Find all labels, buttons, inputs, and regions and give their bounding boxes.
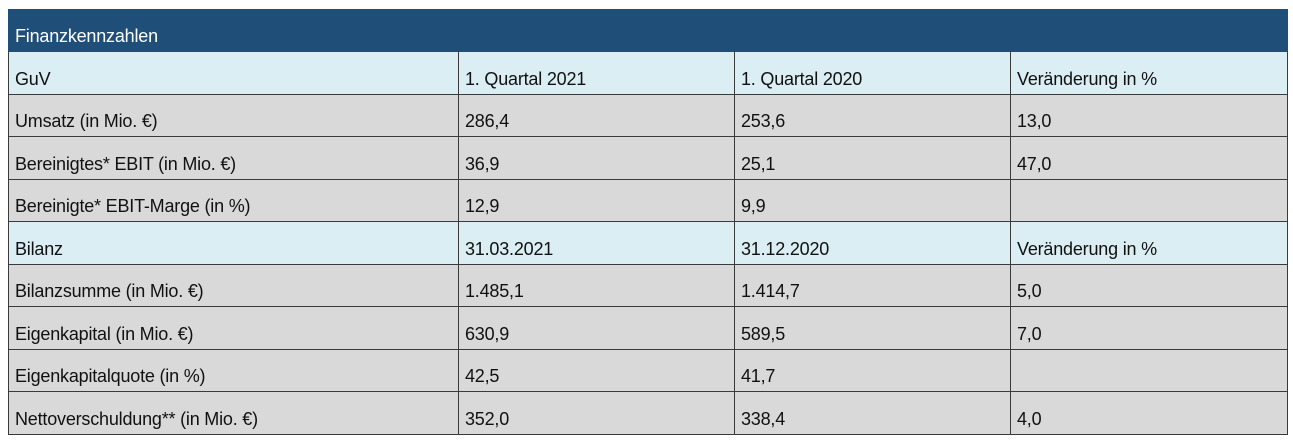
header-cell: 31.12.2020 [734,221,1011,265]
value-cell: 41,7 [734,348,1011,392]
value-cell: 338,4 [734,391,1011,435]
row-label: Nettoverschuldung** (in Mio. €) [8,391,459,435]
value-cell: 13,0 [1009,93,1289,137]
row-label: Eigenkapitalquote (in %) [8,348,459,392]
value-cell: 589,5 [734,306,1011,350]
data-row: Umsatz (in Mio. €) 286,4 253,6 13,0 [8,93,1289,137]
header-cell: Bilanz [8,221,459,265]
value-cell: 36,9 [458,136,735,180]
header-cell: Veränderung in % [1009,221,1289,265]
value-cell: 352,0 [458,391,735,435]
section-header-row: Bilanz 31.03.2021 31.12.2020 Veränderung in… [8,221,1289,265]
value-cell: 25,1 [734,136,1011,180]
header-cell: 1. Quartal 2021 [458,51,735,95]
value-cell: 1.485,1 [458,263,735,307]
row-label: Bereinigte* EBIT-Marge (in %) [8,178,459,222]
value-cell: 286,4 [458,93,735,137]
data-row: Bereinigtes* EBIT (in Mio. €) 36,9 25,1 47,… [8,136,1289,180]
data-row: Eigenkapital (in Mio. €) 630,9 589,5 7,0 [8,306,1289,350]
table-title: Finanzkennzahlen [7,9,1289,52]
row-label: Umsatz (in Mio. €) [8,93,459,137]
header-cell: GuV [8,51,459,95]
value-cell: 5,0 [1009,263,1289,307]
financial-table: Finanzkennzahlen GuV 1. Quartal 2021 1. Qu… [7,9,1289,435]
value-cell: 9,9 [734,178,1011,222]
row-label: Bereinigtes* EBIT (in Mio. €) [8,136,459,180]
value-cell: 4,0 [1009,391,1289,435]
table-container: Finanzkennzahlen GuV 1. Quartal 2021 1. Qu… [7,9,1289,435]
value-cell: 1.414,7 [734,263,1011,307]
value-cell: 47,0 [1009,136,1289,180]
header-cell: 1. Quartal 2020 [734,51,1011,95]
value-cell: 253,6 [734,93,1011,137]
value-cell [1009,178,1289,222]
data-row: Eigenkapitalquote (in %) 42,5 41,7 [8,348,1289,392]
header-cell: 31.03.2021 [458,221,735,265]
data-row: Bereinigte* EBIT-Marge (in %) 12,9 9,9 [8,178,1289,222]
value-cell: 630,9 [458,306,735,350]
row-label: Bilanzsumme (in Mio. €) [8,263,459,307]
value-cell: 12,9 [458,178,735,222]
section-header-row: GuV 1. Quartal 2021 1. Quartal 2020 Verände… [8,51,1289,95]
value-cell [1009,348,1289,392]
data-row: Bilanzsumme (in Mio. €) 1.485,1 1.414,7 5,0 [8,263,1289,307]
title-row: Finanzkennzahlen [7,9,1289,52]
row-label: Eigenkapital (in Mio. €) [8,306,459,350]
value-cell: 7,0 [1009,306,1289,350]
value-cell: 42,5 [458,348,735,392]
data-row: Nettoverschuldung** (in Mio. €) 352,0 338,… [8,391,1289,435]
header-cell: Veränderung in % [1009,51,1289,95]
